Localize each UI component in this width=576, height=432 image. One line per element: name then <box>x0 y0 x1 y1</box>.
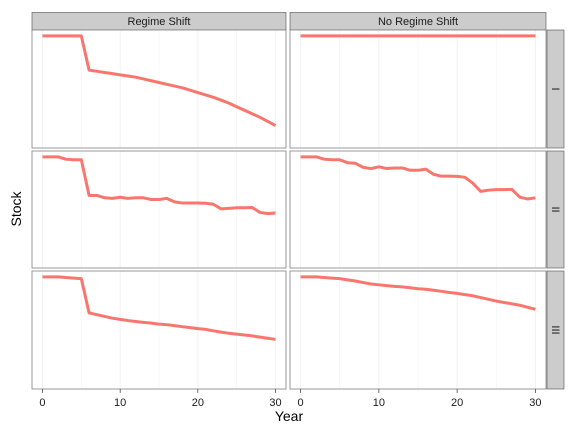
panel-border-regime-shift-row-ii <box>31 150 287 269</box>
strip-label-regime-shift: Regime Shift <box>128 16 191 28</box>
x-tick-label-10-regime-shift: 10 <box>114 397 126 409</box>
strip-label-row-iii: III <box>549 325 561 334</box>
series-line-regime-shift-row-ii <box>42 155 276 216</box>
x-tick-label-30-regime-shift: 30 <box>269 397 281 409</box>
x-tick-label-30-no-regime-shift: 30 <box>529 397 541 409</box>
row-strips: I II III <box>546 29 565 390</box>
x-tick-label-20-no-regime-shift: 20 <box>451 397 463 409</box>
x-tick-label-10-no-regime-shift: 10 <box>373 397 385 409</box>
panel-border-no-regime-shift-row-i <box>289 29 547 149</box>
strip-bg-row-ii <box>546 150 565 269</box>
strip-label-no-regime-shift: No Regime Shift <box>378 16 458 28</box>
panel-border-regime-shift-row-i <box>31 29 287 149</box>
strip-bg-row-iii <box>546 270 565 390</box>
strip-label-row-ii: II <box>549 206 561 212</box>
series-line-regime-shift-row-i <box>42 34 277 127</box>
y-axis-title: Stock <box>8 190 24 226</box>
strip-bg-row-i <box>546 29 565 149</box>
panel-border-regime-shift-row-iii <box>31 270 287 390</box>
strip-label-row-i: I <box>549 87 561 90</box>
series-line-no-regime-shift-row-ii <box>300 155 536 201</box>
x-tick-label-0-no-regime-shift: 0 <box>298 397 304 409</box>
panel-border-no-regime-shift-row-ii <box>289 150 547 269</box>
x-axis-ticks: 0 10 20 30 0 10 20 30 <box>39 389 542 409</box>
x-tick-label-20-regime-shift: 20 <box>192 397 204 409</box>
x-axis-title: Year <box>275 408 304 424</box>
panel-border-no-regime-shift-row-iii <box>289 270 547 390</box>
series-line-no-regime-shift-row-iii <box>300 275 536 311</box>
panels <box>31 29 547 390</box>
series-line-regime-shift-row-iii <box>42 275 276 341</box>
column-strips: Regime Shift No Regime Shift <box>31 12 547 31</box>
x-tick-label-0-regime-shift: 0 <box>39 397 45 409</box>
